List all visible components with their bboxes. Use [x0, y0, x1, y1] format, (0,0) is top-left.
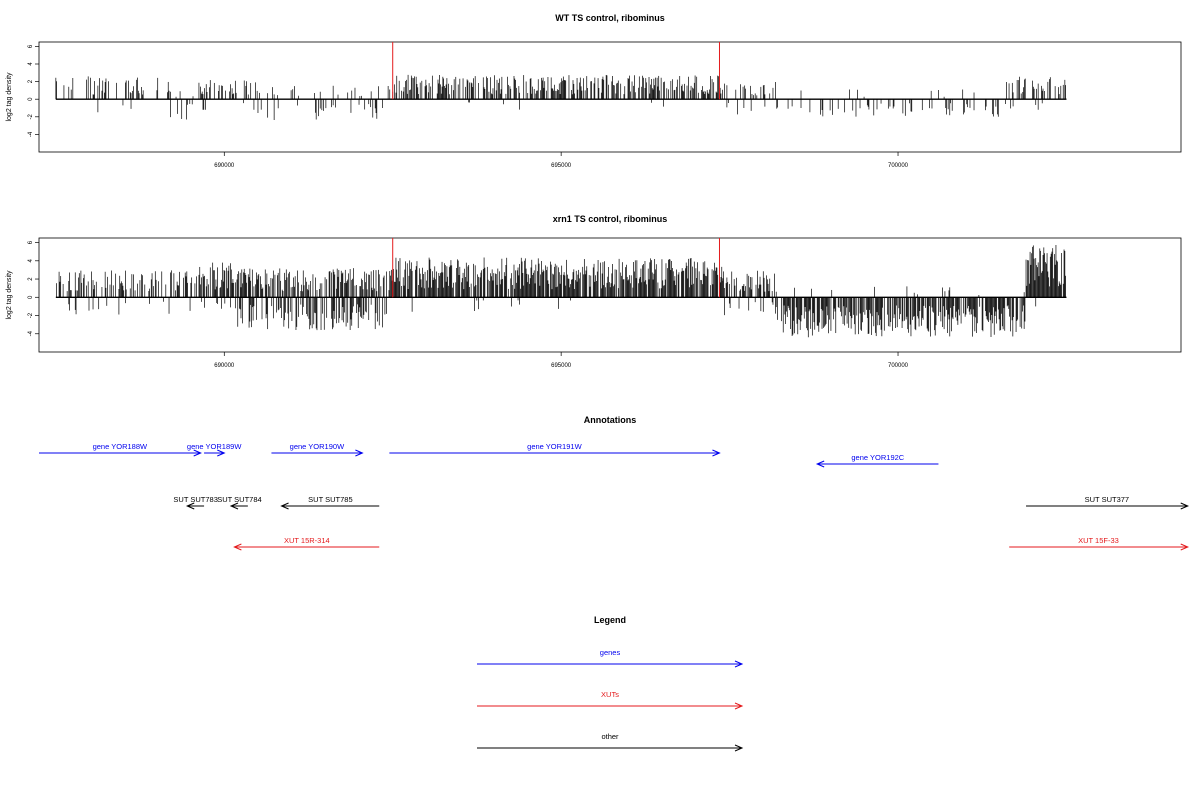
x-tick-label: 700000 — [888, 363, 909, 369]
feature-label: XUT 15F-33 — [1078, 536, 1119, 545]
x-tick-label: 690000 — [214, 163, 235, 169]
legend-arrow — [477, 702, 744, 710]
track-panel-2: xrn1 TS control, ribominus log2 tag densi… — [6, 214, 1182, 369]
feature-label: gene YOR190W — [290, 442, 345, 451]
y-tick-label: 2 — [28, 277, 34, 281]
legend-label: genes — [600, 648, 621, 657]
y-tick-label: 2 — [28, 79, 34, 83]
feature-label: SUT SUT377 — [1085, 495, 1129, 504]
legend-arrow — [477, 744, 744, 752]
x-tick-label: 690000 — [214, 363, 235, 369]
legend-label: XUTs — [601, 690, 619, 699]
legend-label: other — [601, 732, 619, 741]
x-tick-label: 695000 — [551, 363, 572, 369]
y-tick-label: 0 — [28, 295, 34, 299]
panel-title: WT TS control, ribominus — [555, 13, 665, 23]
feature-arrow — [229, 502, 248, 510]
feature-arrow — [1026, 502, 1190, 510]
x-tick-label: 695000 — [551, 163, 572, 169]
y-tick-label: 6 — [28, 240, 34, 244]
feature-label: gene YOR192C — [851, 453, 904, 462]
y-tick-label: -2 — [28, 113, 34, 119]
legend-items: genes XUTs other — [477, 648, 744, 752]
legend: Legend genes XUTs other — [477, 615, 744, 752]
feature-arrow — [185, 502, 205, 510]
track-panel-1: WT TS control, ribominus log2 tag density… — [6, 13, 1182, 169]
feature-arrow — [389, 449, 721, 457]
annotations-panel: Annotations gene YOR188W gene YOR189W gene… — [39, 415, 1190, 551]
y-tick-label: 4 — [28, 258, 34, 262]
feature-arrow — [233, 543, 380, 551]
y-tick-label: 6 — [28, 44, 34, 48]
feature-arrow — [1009, 543, 1190, 551]
feature-label: SUT SUT783 — [173, 495, 217, 504]
feature-arrow — [815, 460, 939, 468]
y-tick-label: -4 — [28, 131, 34, 137]
legend-title: Legend — [594, 615, 626, 625]
feature-label: gene YOR189W — [187, 442, 242, 451]
feature-label: gene YOR188W — [93, 442, 148, 451]
y-tick-label: -4 — [28, 330, 34, 336]
density-bars — [55, 74, 1067, 121]
legend-arrow — [477, 660, 744, 668]
feature-label: SUT SUT784 — [217, 495, 261, 504]
y-axis-label: log2 tag density — [6, 270, 13, 320]
y-axis-label: log2 tag density — [6, 72, 13, 122]
feature-label: XUT 15R-314 — [284, 536, 330, 545]
y-tick-label: -2 — [28, 312, 34, 318]
feature-arrow — [204, 449, 226, 457]
feature-label: SUT SUT785 — [308, 495, 352, 504]
feature-arrow — [39, 449, 202, 457]
plot-frame — [38, 41, 1182, 153]
y-tick-label: 4 — [28, 62, 34, 66]
x-tick-label: 700000 — [888, 163, 909, 169]
y-tick-label: 0 — [28, 97, 34, 101]
feature-arrow — [280, 502, 380, 510]
annotations-title: Annotations — [584, 415, 637, 425]
panel-title: xrn1 TS control, ribominus — [553, 214, 668, 224]
density-bars — [56, 245, 1067, 338]
plot-frame — [38, 237, 1182, 353]
track-panels: WT TS control, ribominus log2 tag density… — [6, 13, 1182, 369]
annotation-features: gene YOR188W gene YOR189W gene YOR190W gene… — [39, 442, 1190, 551]
feature-label: gene YOR191W — [527, 442, 582, 451]
feature-arrow — [271, 449, 364, 457]
